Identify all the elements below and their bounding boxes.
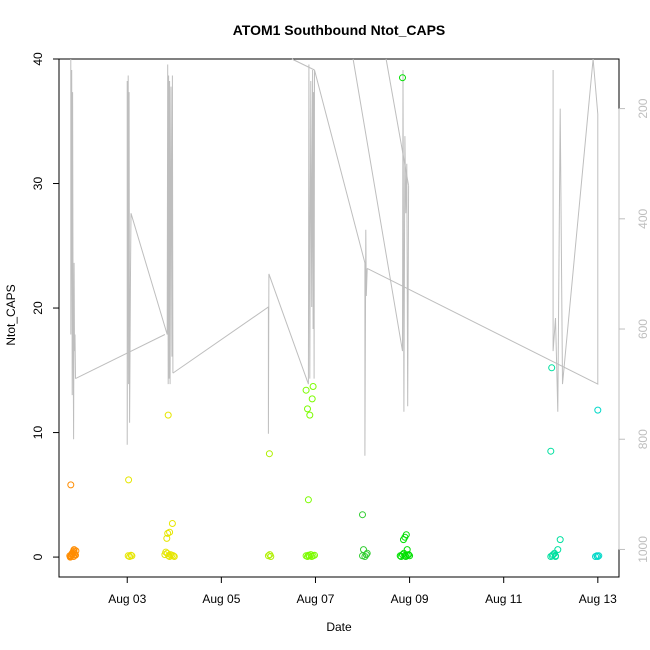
x-axis: Aug 03 Aug 05 Aug 07 Aug 09 Aug 11 Aug 13 [108,576,617,606]
data-point [309,383,317,390]
right-tick-label: 200 [636,98,650,118]
data-point [406,552,414,560]
data-point [164,529,172,537]
data-point [552,552,559,560]
y-axis: 0 10 20 30 40 [31,52,60,560]
x-tick-label: Aug 09 [391,592,429,606]
data-point [547,447,555,455]
y-tick-label: 30 [31,177,45,191]
data-point [403,546,411,554]
y-tick-label: 40 [31,52,45,66]
data-point [594,406,602,414]
right-series-segment [268,64,315,385]
data-point [168,520,176,527]
data-point [548,364,556,372]
right-series-segment [172,273,270,434]
plot-frame [58,58,620,578]
y-tick-label: 0 [31,553,45,560]
data-point [594,553,602,560]
data-point [169,552,177,560]
y-tick-label: 20 [31,301,45,315]
right-series-segment [552,58,594,412]
data-point [66,553,74,561]
right-axis-series-line [70,58,599,456]
data-point [128,552,136,560]
data-point [265,450,273,458]
right-series-segment [314,69,368,456]
data-point [163,534,171,542]
data-point [304,496,312,504]
scatter-points [66,74,603,561]
data-point [170,553,178,560]
right-series-segment [366,58,599,385]
right-tick-label: 800 [636,429,650,449]
right-series-segment [75,334,166,380]
x-tick-label: Aug 05 [202,592,240,606]
right-axis: 200 400 600 800 1000 [618,98,650,563]
x-axis-label: Date [326,620,352,634]
data-point [363,549,371,557]
y-axis-label: Ntot_CAPS [4,284,18,345]
x-tick-label: Aug 13 [579,592,617,606]
data-point [399,74,406,82]
data-point [267,553,275,560]
data-point [359,511,366,519]
data-point [308,395,316,403]
x-tick-label: Aug 03 [108,592,146,606]
data-point [595,552,603,560]
data-point [593,552,601,560]
right-series-segment [291,58,315,71]
right-series-segment [385,58,410,186]
data-point [360,546,367,554]
data-point [554,546,562,554]
data-point [302,386,310,394]
x-tick-label: Aug 07 [296,592,334,606]
right-series-segment [126,64,174,445]
data-point [70,553,78,560]
data-point [402,531,410,539]
data-point [166,528,174,536]
right-tick-label: 400 [636,208,650,228]
data-point [306,411,314,419]
data-point [125,476,133,484]
right-series-segment [70,59,76,440]
data-point [311,551,318,559]
data-point [304,405,311,413]
right-tick-label: 1000 [636,536,650,563]
x-tick-label: Aug 11 [485,592,522,606]
data-point [67,481,75,489]
chart-title: ATOM1 Southbound Ntot_CAPS [233,22,446,38]
y-tick-label: 10 [31,426,45,440]
right-series-segment [352,58,410,412]
right-tick-label: 600 [636,319,650,339]
data-point [164,411,172,419]
data-point [556,536,564,544]
data-point [405,551,413,559]
